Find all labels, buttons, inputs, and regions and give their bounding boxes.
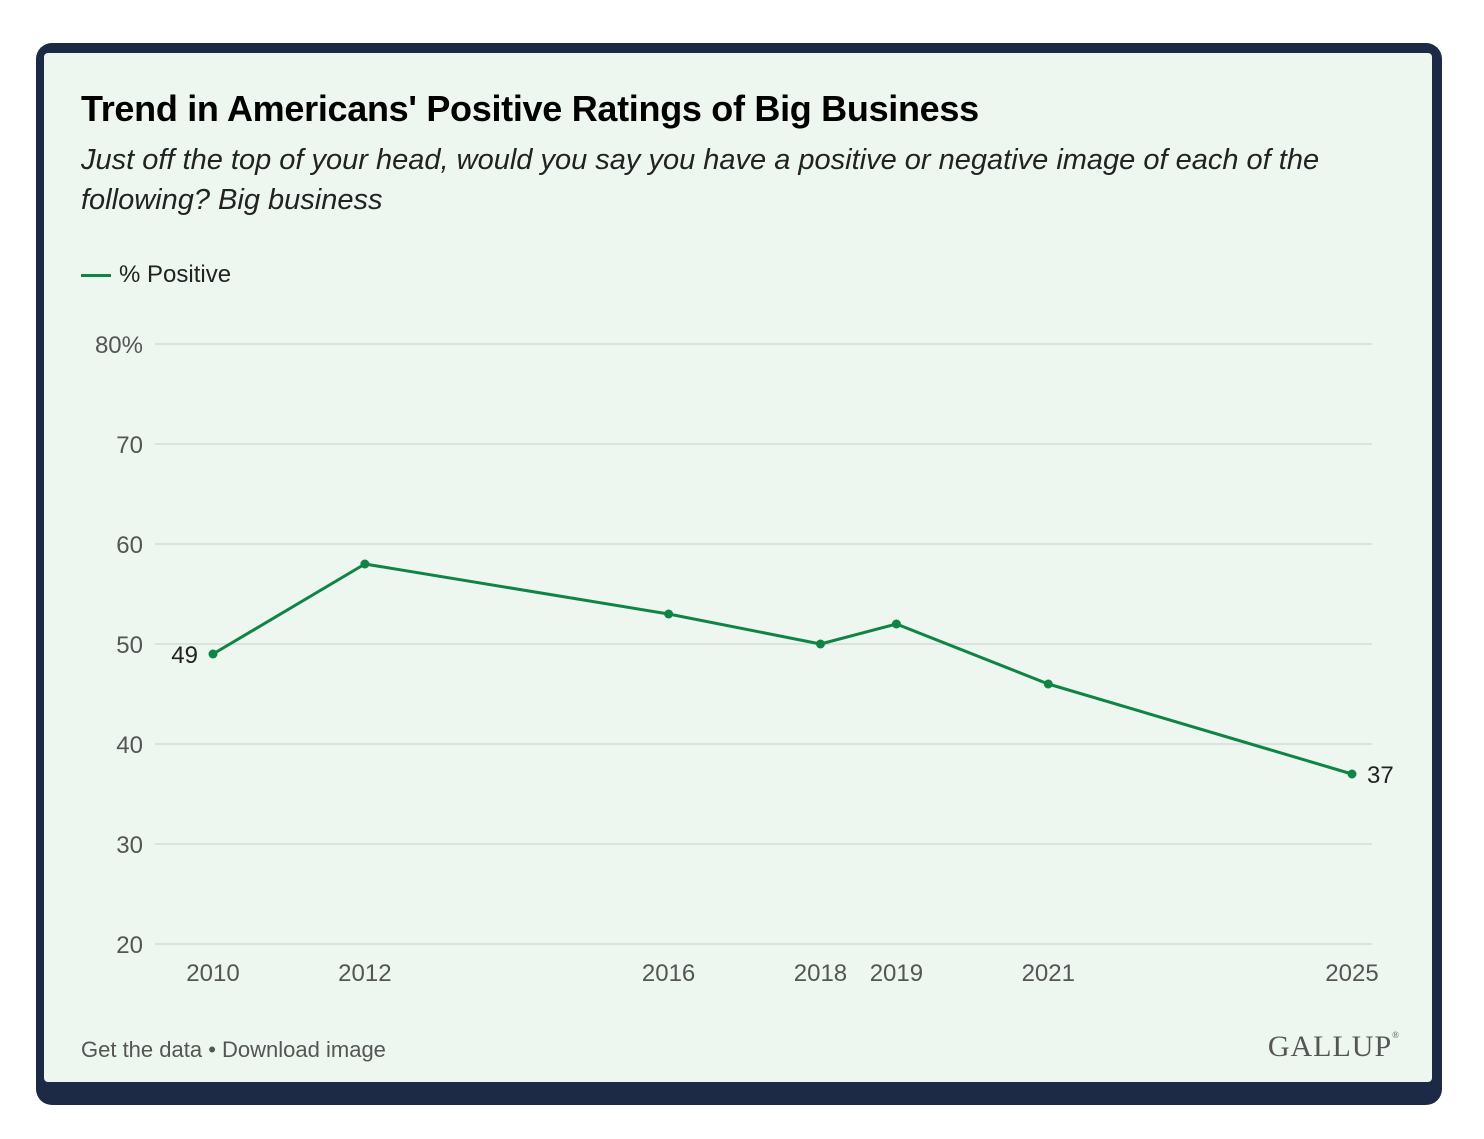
y-tick-label: 30	[116, 832, 143, 859]
gallup-logo: GALLUP®	[1268, 1030, 1400, 1064]
x-tick-label: 2025	[1325, 960, 1378, 987]
x-tick-label: 2016	[642, 960, 695, 987]
data-point	[664, 609, 674, 619]
data-point	[208, 649, 218, 659]
series-line	[211, 562, 1354, 776]
registered-mark: ®	[1392, 1030, 1400, 1040]
x-tick-label: 2019	[870, 960, 923, 987]
data-point	[891, 619, 901, 629]
data-point	[1347, 769, 1357, 779]
y-tick-label: 80%	[95, 332, 143, 359]
x-tick-label: 2010	[186, 960, 239, 987]
footer-links: Get the data • Download image	[81, 1037, 386, 1063]
y-tick-label: 40	[116, 732, 143, 759]
data-label: 49	[171, 642, 198, 669]
data-point	[1043, 679, 1053, 689]
y-tick-label: 60	[116, 532, 143, 559]
data-point	[360, 559, 370, 569]
y-tick-label: 70	[116, 432, 143, 459]
legend-label: % Positive	[119, 261, 232, 288]
x-tick-label: 2012	[338, 960, 391, 987]
footer-separator: •	[208, 1037, 216, 1062]
y-tick-label: 50	[116, 632, 143, 659]
x-tick-label: 2021	[1022, 960, 1075, 987]
get-data-link[interactable]: Get the data	[81, 1037, 203, 1062]
chart-subtitle: Just off the top of your head, would you…	[81, 144, 1320, 216]
gallup-logo-text: GALLUP	[1267, 1030, 1393, 1063]
chart-panel	[44, 53, 1432, 1082]
data-point	[815, 639, 825, 649]
y-tick-label: 20	[116, 932, 143, 959]
x-tick-label: 2018	[794, 960, 847, 987]
chart-title: Trend in Americans' Positive Ratings of …	[81, 88, 979, 129]
legend-swatch	[81, 273, 111, 277]
data-label: 37	[1367, 762, 1394, 789]
legend: % Positive	[81, 260, 231, 290]
download-image-link[interactable]: Download image	[222, 1037, 386, 1062]
